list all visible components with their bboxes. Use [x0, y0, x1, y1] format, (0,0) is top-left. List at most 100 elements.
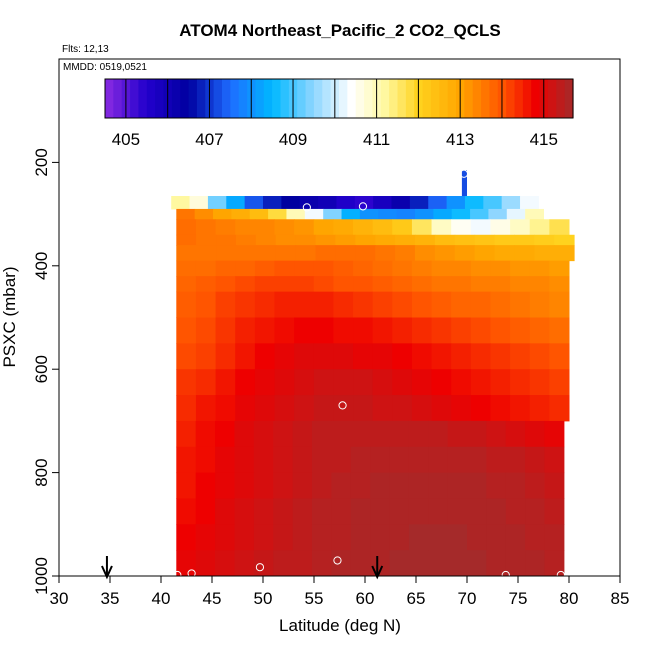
curtain-cell — [525, 524, 546, 551]
curtain-cell — [486, 524, 507, 551]
curtain-cell — [311, 446, 332, 474]
curtain-cell — [350, 420, 371, 448]
curtain-cell — [215, 446, 235, 474]
curtain-cell — [370, 446, 390, 474]
curtain-cell — [254, 317, 275, 344]
colorbar-swatch — [514, 79, 524, 118]
colorbar-swatch — [213, 79, 223, 118]
colorbar-swatch — [464, 79, 474, 118]
curtain-cell — [474, 234, 496, 246]
curtain-cell — [525, 472, 546, 499]
curtain-cell — [470, 291, 491, 318]
flights-label: Flts: 12,13 — [62, 44, 109, 55]
curtain-cell — [234, 446, 255, 474]
colorbar-swatch — [113, 79, 123, 118]
curtain-cell — [234, 524, 255, 551]
curtain-cell — [253, 472, 274, 499]
curtain-cell — [253, 550, 274, 577]
curtain-cell — [176, 234, 197, 246]
colorbar-swatch — [531, 79, 541, 118]
curtain-cell — [447, 472, 468, 499]
curtain-cell — [254, 369, 275, 396]
curtain-cell — [235, 343, 256, 370]
curtain-cell — [215, 420, 235, 448]
curtain-cell — [215, 498, 235, 525]
curtain-cell — [451, 291, 472, 318]
curtain-cell — [451, 317, 472, 344]
curtain-cell — [486, 472, 507, 499]
curtain-cell — [323, 208, 343, 220]
curtain-cell — [529, 343, 550, 370]
curtain-cell — [336, 196, 356, 210]
curtain-cell — [350, 550, 371, 577]
curtain-cell — [549, 276, 570, 293]
curtain-cell — [454, 245, 476, 262]
curtain-cell — [486, 498, 507, 525]
curtain-cell — [215, 550, 235, 577]
colorbar-swatch — [364, 79, 374, 118]
x-tick-label: 35 — [101, 589, 120, 608]
curtain-cell — [378, 208, 398, 220]
curtain-cell — [372, 317, 393, 344]
flight-arrow-head — [371, 565, 384, 580]
curtain-cell — [411, 291, 433, 318]
curtain-cell — [311, 472, 332, 499]
curtain-cell — [549, 369, 570, 396]
curtain-cell — [510, 291, 531, 318]
curtain-cell — [176, 245, 197, 262]
curtain-cell — [505, 524, 526, 551]
curtain-cell — [254, 291, 275, 318]
curtain-cell — [470, 343, 491, 370]
curtain-cell — [235, 219, 256, 236]
curtain-cell — [216, 245, 237, 262]
colorbar-tick-label: 411 — [363, 130, 390, 149]
y-tick-label: 600 — [32, 355, 51, 383]
curtain-cell — [467, 472, 487, 499]
curtain-cell — [315, 245, 336, 262]
curtain-cell — [414, 245, 436, 262]
profile-marker — [358, 202, 368, 211]
curtain-cell — [195, 472, 216, 499]
colorbar-swatch — [272, 79, 282, 118]
curtain-cell — [215, 524, 235, 551]
curtain-cell — [470, 219, 491, 236]
curtain-cell — [311, 550, 332, 577]
curtain-cell — [411, 219, 433, 236]
curtain-cell — [313, 395, 334, 422]
curtain-cell — [331, 420, 352, 448]
curtain-cell — [215, 276, 236, 293]
y-tick-label: 200 — [32, 148, 51, 176]
colorbar-tick-labels: 405 407 409 411 413 415 — [112, 130, 558, 149]
curtain-cell — [375, 245, 396, 262]
curtain-cell — [195, 260, 217, 277]
curtain-cell — [294, 343, 315, 370]
colorbar-swatch — [556, 79, 566, 118]
curtain-cell — [331, 446, 352, 474]
curtain-cell — [409, 196, 429, 210]
curtain-cell — [263, 196, 282, 210]
curtain-cell — [292, 446, 313, 474]
curtain-cell — [372, 369, 393, 396]
curtain-cell — [235, 291, 256, 318]
curtain-cell — [294, 219, 315, 236]
curtain-cell — [554, 245, 575, 262]
curtain-cell — [451, 343, 472, 370]
curtain-cell — [529, 260, 550, 277]
colorbar-tick-label: 415 — [530, 130, 558, 149]
profile-markers — [101, 169, 565, 580]
curtain-cell — [331, 524, 352, 551]
curtain-cell — [254, 260, 275, 277]
curtain-cell — [234, 550, 255, 577]
curtain-cell — [176, 291, 197, 318]
colorbar-swatch — [347, 79, 357, 118]
curtain-cell — [490, 343, 511, 370]
curtain-cell — [176, 524, 197, 551]
colorbar-swatch — [547, 79, 557, 118]
colorbar-swatch — [481, 79, 491, 118]
curtain-cell — [295, 234, 317, 246]
curtain-cell — [254, 276, 275, 293]
curtain-cell — [549, 317, 570, 344]
curtain-cell — [392, 291, 413, 318]
colorbar-swatch — [405, 79, 415, 118]
curtain-cell — [195, 276, 217, 293]
